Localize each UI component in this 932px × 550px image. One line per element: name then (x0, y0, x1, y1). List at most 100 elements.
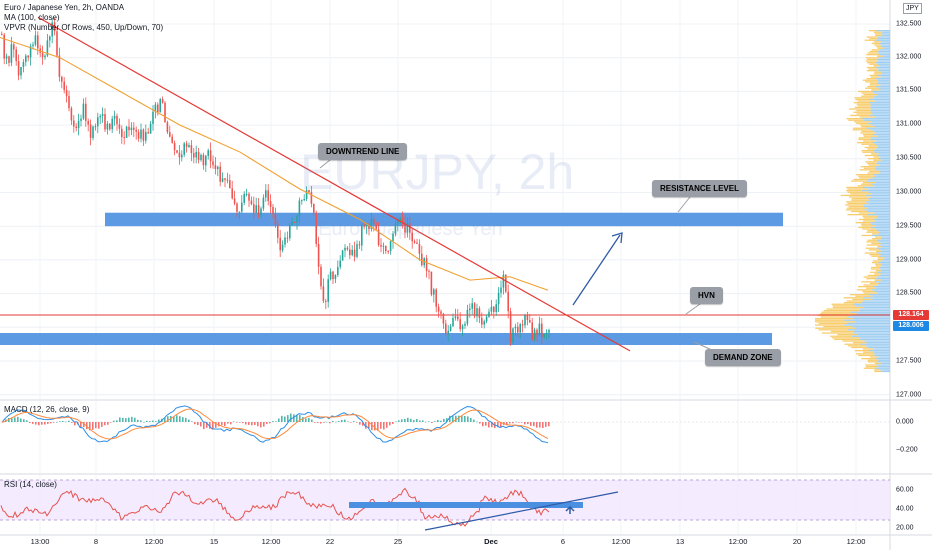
candle-body (413, 241, 416, 243)
vpvr-bar (877, 252, 890, 254)
vpvr-bar (861, 130, 875, 133)
macd-histogram-bar (182, 417, 184, 422)
hvn-annotation[interactable]: HVN (690, 287, 723, 304)
vpvr-bar (873, 218, 890, 221)
vpvr-bar (866, 342, 890, 344)
vpvr-bar (859, 177, 873, 179)
candle-body (531, 322, 533, 340)
vpvr-bar (866, 287, 876, 289)
macd-histogram-bar (446, 418, 448, 422)
candle-body (519, 324, 521, 333)
demand-zone-annotation[interactable]: DEMAND ZONE (705, 349, 781, 366)
macd-histogram-bar (194, 422, 196, 425)
projection-arrow (572, 234, 621, 306)
candle-body (226, 179, 229, 181)
macd-histogram-bar (302, 417, 304, 422)
vpvr-bar (865, 60, 878, 62)
vpvr-bar (863, 204, 890, 206)
candle-body (341, 250, 344, 261)
candle-body (250, 200, 253, 205)
macd-histogram-bar (542, 422, 544, 429)
downtrend-annotation[interactable]: DOWNTREND LINE (318, 143, 408, 160)
vpvr-bar (862, 151, 875, 153)
vpvr-bar (881, 236, 890, 238)
arrow-head (611, 232, 623, 244)
chart-title[interactable]: Euro / Japanese Yen, 2h, OANDA (4, 3, 125, 12)
candle-body (209, 150, 212, 162)
vpvr-bar (869, 82, 878, 85)
candle-body (190, 145, 193, 154)
macd-histogram-bar (338, 420, 340, 422)
candle-body (212, 161, 214, 166)
vpvr-bar (870, 110, 890, 112)
vpvr-bar (846, 201, 866, 203)
ma-legend[interactable]: MA (100, close) (4, 13, 60, 22)
macd-histogram-bar (425, 421, 427, 423)
vpvr-bar (880, 84, 890, 86)
vpvr-bar (877, 94, 890, 96)
vpvr-bar (879, 274, 890, 277)
candle-body (178, 152, 181, 158)
vpvr-legend[interactable]: VPVR (Number Of Rows, 450, Up/Down, 70) (4, 23, 164, 32)
vpvr-bar (868, 188, 890, 190)
candle-body (161, 99, 164, 103)
vpvr-bar (879, 42, 890, 45)
time-tick: Dec (484, 537, 498, 546)
candle-body (135, 129, 137, 132)
vpvr-bar (873, 41, 882, 43)
candle-body (293, 221, 296, 223)
vpvr-bar (868, 122, 890, 125)
price-tick: 127.500 (896, 357, 922, 365)
vpvr-bar (876, 361, 890, 363)
macd-histogram-bar (431, 422, 433, 424)
candle-body (368, 225, 370, 230)
candle-body (109, 123, 111, 130)
vpvr-bar (868, 145, 877, 147)
resistance-annotation[interactable]: RESISTANCE LEVEL (652, 180, 747, 197)
vpvr-bar (865, 81, 878, 83)
macd-histogram-bar (185, 417, 187, 422)
vpvr-bar (873, 31, 883, 33)
vpvr-bar (877, 246, 883, 248)
rsi-legend[interactable]: RSI (14, close) (4, 480, 57, 489)
macd-histogram-bar (365, 422, 367, 429)
vpvr-bar (876, 145, 890, 147)
vpvr-bar (865, 194, 890, 197)
macd-histogram-bar (389, 422, 391, 426)
macd-histogram-bar (257, 422, 259, 427)
macd-histogram-bar (245, 422, 247, 425)
candle-body (512, 328, 514, 342)
candle-body (241, 202, 243, 212)
candle-body (80, 118, 82, 121)
macd-legend[interactable]: MACD (12, 26, close, 9) (4, 405, 90, 414)
candle-body (382, 245, 385, 247)
candle-body (77, 120, 80, 129)
macd-histogram-bar (266, 422, 268, 425)
candle-body (449, 326, 452, 331)
candle-body (17, 61, 20, 76)
candle-body (245, 193, 248, 195)
vpvr-bar (856, 110, 871, 112)
macd-histogram-bar (119, 417, 121, 422)
vpvr-bar (820, 316, 848, 318)
vpvr-bar (865, 161, 878, 163)
macd-histogram-bar (491, 422, 493, 428)
candle-body (334, 274, 337, 280)
vpvr-bar (872, 142, 890, 144)
vpvr-bar (876, 30, 890, 32)
macd-histogram-bar (200, 422, 202, 427)
vpvr-bar (870, 226, 890, 229)
vpvr-bar (818, 322, 847, 325)
candle-body (231, 188, 233, 199)
candle-body (308, 190, 310, 193)
vpvr-bar (869, 170, 881, 173)
vpvr-bar (868, 202, 890, 205)
vpvr-bar (869, 199, 890, 201)
candle-body (344, 247, 346, 251)
vpvr-bar (840, 194, 866, 197)
macd-histogram-bar (293, 414, 295, 422)
candle-body (272, 207, 274, 214)
vpvr-bar (878, 233, 890, 235)
candle-body (389, 241, 392, 252)
